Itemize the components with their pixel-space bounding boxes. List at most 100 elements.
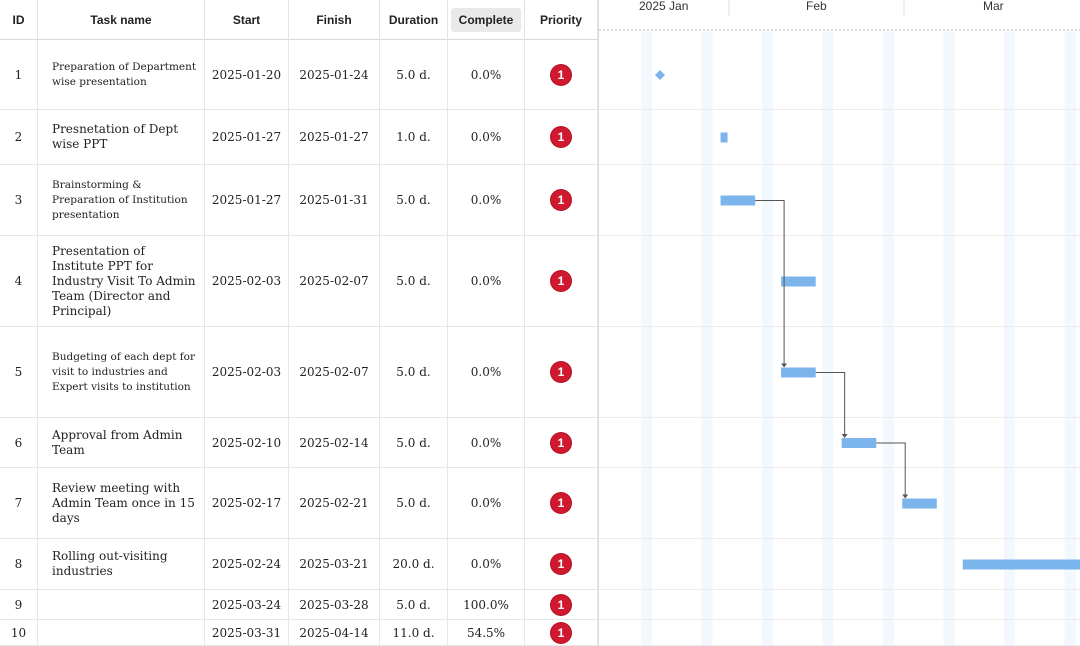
weekend-stripe bbox=[761, 31, 774, 646]
task-table: ID Task name Start Finish Duration Complete Pr… bbox=[0, 0, 598, 646]
column-header-complete[interactable]: Complete bbox=[448, 0, 525, 40]
cell-finish: 2025-04-14 bbox=[289, 620, 380, 645]
cell-start: 2025-01-20 bbox=[205, 40, 289, 109]
gantt-chart: 2025 Jan Feb Mar bbox=[598, 0, 1080, 646]
priority-badge[interactable]: 1 bbox=[551, 64, 571, 85]
priority-badge[interactable]: 1 bbox=[551, 493, 571, 513]
cell-duration: 11.0 d. bbox=[380, 620, 448, 645]
cell-duration: 5.0 d. bbox=[380, 165, 448, 235]
cell-start: 2025-02-03 bbox=[205, 236, 289, 326]
cell-name: Review meeting with Admin Team once in 1… bbox=[38, 468, 205, 538]
cell-complete: 100.0% bbox=[448, 590, 525, 619]
gantt-bar bbox=[720, 195, 756, 206]
column-header-name[interactable]: Task name bbox=[38, 0, 205, 40]
cell-start: 2025-01-27 bbox=[205, 165, 289, 235]
cell-duration: 5.0 d. bbox=[380, 590, 448, 619]
dependency-arrowhead bbox=[902, 494, 909, 499]
gantt-bar bbox=[962, 559, 1080, 570]
column-header-start[interactable]: Start bbox=[205, 0, 289, 40]
cell-duration: 5.0 d. bbox=[380, 40, 448, 109]
cell-duration: 5.0 d. bbox=[380, 327, 448, 417]
priority-badge[interactable]: 1 bbox=[551, 622, 571, 643]
weekend-stripe bbox=[1064, 31, 1076, 646]
priority-badge[interactable]: 1 bbox=[551, 432, 571, 453]
dependency-line bbox=[876, 442, 906, 498]
cell-finish: 2025-02-07 bbox=[289, 327, 380, 417]
cell-name: Rolling out-visiting industries bbox=[38, 539, 205, 589]
cell-complete: 0.0% bbox=[448, 165, 525, 235]
cell-complete: 0.0% bbox=[448, 236, 525, 326]
priority-badge[interactable]: 1 bbox=[551, 190, 571, 210]
table-row[interactable]: 7 Review meeting with Admin Team once in … bbox=[0, 468, 598, 539]
cell-complete: 54.5% bbox=[448, 620, 525, 645]
month-label: Mar bbox=[983, 0, 1004, 13]
cell-complete: 0.0% bbox=[448, 418, 525, 467]
column-header-duration[interactable]: Duration bbox=[380, 0, 448, 40]
cell-start: 2025-02-03 bbox=[205, 327, 289, 417]
priority-badge[interactable]: 1 bbox=[551, 127, 571, 147]
column-header-label: Finish bbox=[316, 12, 352, 27]
column-header-finish[interactable]: Finish bbox=[289, 0, 380, 40]
priority-badge[interactable]: 1 bbox=[551, 594, 571, 615]
cell-start: 2025-03-31 bbox=[205, 620, 289, 645]
column-header-label: Duration bbox=[388, 12, 439, 27]
priority-badge[interactable]: 1 bbox=[551, 271, 571, 291]
cell-complete: 0.0% bbox=[448, 468, 525, 538]
column-header-label: ID bbox=[12, 12, 25, 27]
cell-complete: 0.0% bbox=[448, 539, 525, 589]
cell-priority: 1 bbox=[525, 327, 598, 417]
column-header-label: Start bbox=[232, 12, 261, 27]
table-row[interactable]: 6 Approval from Admin Team 2025-02-10 2025-… bbox=[0, 418, 598, 468]
cell-id: 9 bbox=[0, 590, 38, 619]
gantt-bar bbox=[781, 367, 816, 378]
gantt-bar bbox=[841, 438, 877, 448]
weekend-stripe bbox=[640, 31, 652, 646]
priority-badge[interactable]: 1 bbox=[551, 362, 571, 382]
cell-id: 5 bbox=[0, 327, 38, 417]
cell-id: 6 bbox=[0, 418, 38, 467]
weekend-stripe bbox=[822, 31, 834, 646]
weekend-stripe bbox=[943, 31, 955, 646]
cell-id: 10 bbox=[0, 620, 38, 645]
table-row[interactable]: 1 Preparation of Department wise presenta… bbox=[0, 40, 598, 110]
table-row[interactable]: 3 Brainstorming & Preparation of Institut… bbox=[0, 165, 598, 236]
cell-duration: 5.0 d. bbox=[380, 236, 448, 326]
table-row[interactable]: 2 Presnetation of Dept wise PPT 2025-01-27… bbox=[0, 110, 598, 165]
cell-finish: 2025-03-21 bbox=[289, 539, 380, 589]
cell-id: 3 bbox=[0, 165, 38, 235]
cell-id: 4 bbox=[0, 236, 38, 326]
dependency-line bbox=[755, 200, 785, 367]
cell-priority: 1 bbox=[525, 620, 598, 645]
table-row[interactable]: 10 2025-03-31 2025-04-14 11.0 d. 54.5% 1 bbox=[0, 620, 598, 646]
cell-name: Presentation of Institute PPT for Indust… bbox=[38, 236, 205, 326]
cell-name: Brainstorming & Preparation of Instituti… bbox=[38, 165, 205, 235]
table-row[interactable]: 8 Rolling out-visiting industries 2025-02-… bbox=[0, 539, 598, 590]
dependency-arrowhead bbox=[781, 363, 788, 368]
cell-id: 7 bbox=[0, 468, 38, 538]
cell-priority: 1 bbox=[525, 418, 598, 467]
column-header-priority[interactable]: Priority bbox=[525, 0, 598, 40]
gantt-bar bbox=[720, 132, 728, 143]
column-header-id[interactable]: ID bbox=[0, 0, 38, 40]
cell-priority: 1 bbox=[525, 110, 598, 164]
priority-badge[interactable]: 1 bbox=[551, 554, 571, 574]
cell-priority: 1 bbox=[525, 539, 598, 589]
cell-priority: 1 bbox=[525, 468, 598, 538]
cell-priority: 1 bbox=[525, 40, 598, 109]
column-header-label: Priority bbox=[539, 12, 582, 27]
cell-name: Budgeting of each dept for visit to indu… bbox=[38, 327, 205, 417]
table-row[interactable]: 5 Budgeting of each dept for visit to ind… bbox=[0, 327, 598, 418]
cell-duration: 20.0 d. bbox=[380, 539, 448, 589]
gantt-bar bbox=[781, 276, 816, 287]
cell-name: Preparation of Department wise presentat… bbox=[38, 40, 205, 109]
gantt-svg: 2025 Jan Feb Mar bbox=[599, 0, 1080, 646]
milestone-marker bbox=[655, 70, 665, 80]
cell-start: 2025-03-24 bbox=[205, 590, 289, 619]
table-row[interactable]: 9 2025-03-24 2025-03-28 5.0 d. 100.0% 1 bbox=[0, 590, 598, 620]
cell-id: 2 bbox=[0, 110, 38, 164]
table-row[interactable]: 4 Presentation of Institute PPT for Indus… bbox=[0, 236, 598, 327]
cell-finish: 2025-01-27 bbox=[289, 110, 380, 164]
cell-name: Presnetation of Dept wise PPT bbox=[38, 110, 205, 164]
cell-complete: 0.0% bbox=[448, 110, 525, 164]
cell-finish: 2025-02-21 bbox=[289, 468, 380, 538]
